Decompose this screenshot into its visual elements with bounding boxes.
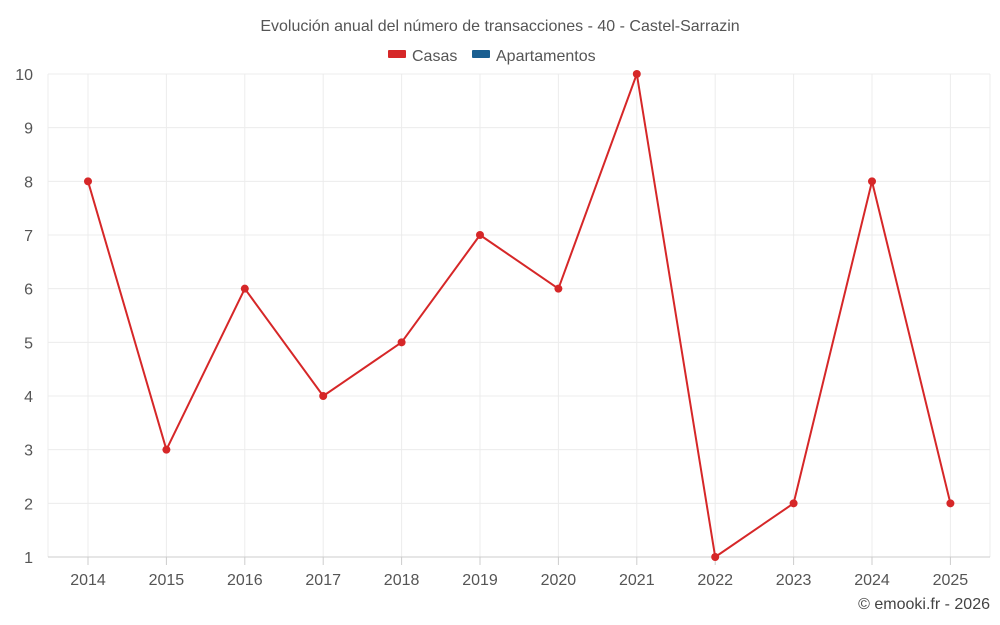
x-tick-label: 2015 [149, 572, 185, 589]
data-point-casas [84, 177, 92, 186]
x-tick-label: 2016 [227, 572, 263, 589]
data-point-casas [868, 177, 876, 186]
grid [47, 73, 991, 557]
data-point-casas [711, 553, 720, 561]
y-tick-label: 5 [24, 335, 33, 352]
y-tick-labels: 1 2 3 4 5 6 7 8 9 10 [15, 67, 33, 567]
x-tick-label: 2017 [305, 572, 341, 589]
legend: Casas Apartamentos [388, 48, 596, 65]
legend-swatch-casas[interactable] [388, 50, 406, 58]
y-tick-label: 9 [24, 121, 33, 138]
x-tick-labels: 2014 2015 2016 2017 2018 2019 2020 2021 2022 2023… [70, 572, 968, 589]
y-tick-label: 3 [24, 443, 33, 460]
x-tick-label: 2025 [933, 572, 969, 589]
y-tick-label: 1 [24, 550, 33, 567]
x-tick-label: 2023 [776, 572, 812, 589]
x-tick-label: 2024 [854, 572, 890, 589]
series-line-casas [87, 73, 952, 558]
data-point-casas [240, 284, 249, 293]
series-casas [84, 70, 955, 561]
data-point-casas [319, 392, 328, 400]
chart-title: Evolución anual del número de transaccio… [260, 18, 739, 35]
data-point-casas [476, 231, 484, 239]
x-tick-label: 2021 [619, 572, 655, 589]
legend-label-apartamentos[interactable]: Apartamentos [496, 48, 596, 65]
x-tick-label: 2018 [384, 572, 420, 589]
data-point-casas [946, 499, 955, 508]
y-tick-label: 8 [24, 174, 33, 191]
y-tick-label: 7 [24, 228, 33, 245]
data-point-casas [397, 338, 406, 347]
legend-swatch-apartamentos[interactable] [472, 50, 490, 58]
data-point-casas [162, 445, 171, 454]
data-point-casas [632, 70, 641, 78]
axes [48, 556, 990, 565]
y-tick-label: 10 [15, 67, 33, 84]
x-tick-label: 2020 [541, 572, 577, 589]
data-point-casas [554, 284, 563, 293]
y-tick-label: 6 [24, 282, 33, 299]
y-tick-label: 2 [24, 496, 33, 513]
y-tick-label: 4 [24, 389, 33, 406]
x-tick-label: 2019 [462, 572, 498, 589]
credit-text: © emooki.fr - 2026 [858, 596, 990, 613]
x-tick-label: 2022 [697, 572, 733, 589]
legend-label-casas[interactable]: Casas [412, 48, 457, 65]
data-point-casas [789, 499, 798, 508]
x-tick-label: 2014 [70, 572, 106, 589]
